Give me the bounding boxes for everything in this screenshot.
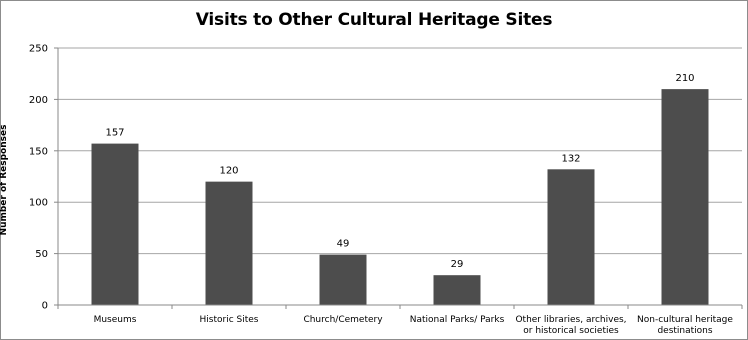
x-axis	[57, 304, 743, 309]
chart-title: Visits to Other Cultural Heritage Sites	[195, 10, 553, 30]
bars	[91, 89, 709, 306]
data-label: 210	[675, 73, 694, 84]
x-axis-categories: Museums Historic Sites Church/Cemetery Nati…	[94, 315, 734, 336]
bar	[319, 254, 367, 305]
x-tick-label: Museums	[94, 315, 137, 325]
x-tick-label: National Parks/ Parks	[410, 315, 505, 325]
y-tick-label: 0	[42, 301, 48, 312]
data-label: 49	[337, 239, 350, 250]
data-label: 132	[561, 153, 580, 164]
x-tick-label: or historical societies	[523, 326, 619, 336]
x-tick-label: destinations	[657, 326, 712, 336]
data-label: 29	[451, 259, 464, 270]
x-tick-label: Church/Cemetery	[303, 315, 383, 325]
data-label: 157	[105, 128, 124, 139]
y-tick-label: 250	[29, 44, 48, 55]
y-tick-label: 200	[29, 95, 48, 106]
bar	[205, 181, 253, 305]
bar	[547, 169, 595, 305]
gridlines	[58, 47, 742, 255]
bar	[91, 143, 139, 305]
x-tick-label: Historic Sites	[200, 315, 259, 325]
y-tick-label: 50	[35, 249, 48, 260]
x-tick-label: Non-cultural heritage	[637, 315, 733, 325]
y-tick-label: 150	[29, 146, 48, 157]
bar	[433, 275, 481, 305]
x-tick-label: Other libraries, archives,	[515, 315, 626, 325]
y-tick-label: 100	[29, 198, 48, 209]
data-label: 120	[219, 166, 238, 177]
y-axis-ticks: 0 50 100 150 200 250	[29, 44, 59, 312]
bar	[661, 89, 709, 306]
data-labels: 157 120 49 29 132 210	[105, 73, 694, 270]
